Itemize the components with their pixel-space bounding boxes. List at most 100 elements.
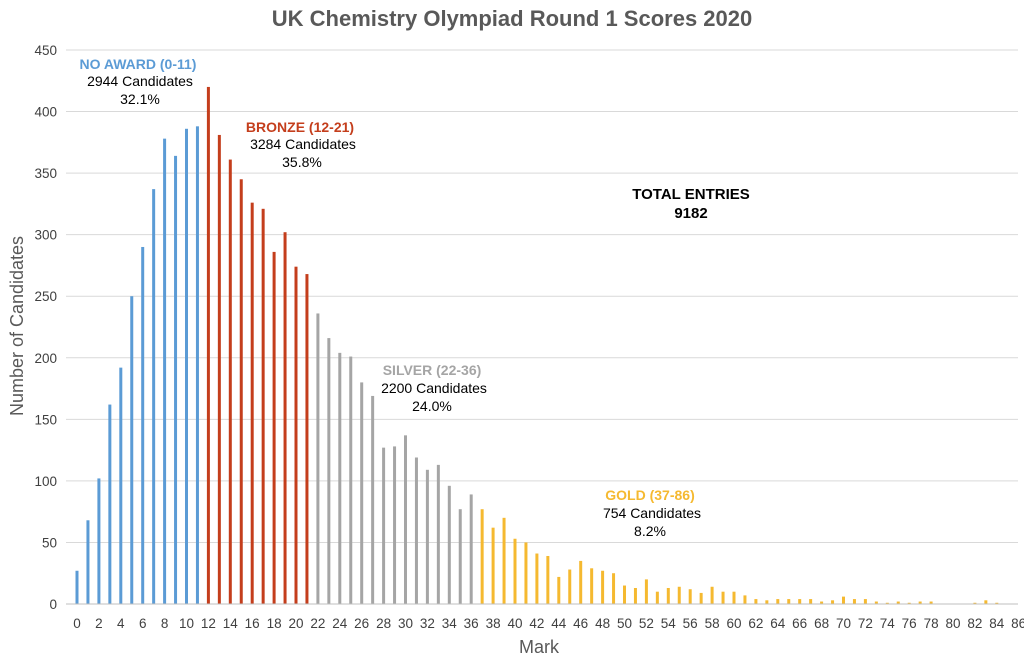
bar-mark-55: [677, 586, 681, 604]
x-axis-title: Mark: [519, 637, 560, 657]
x-tick-label: 72: [858, 616, 873, 631]
y-tick-label: 300: [34, 228, 57, 243]
bar-mark-17: [261, 208, 265, 604]
gridlines: [66, 49, 1018, 543]
bar-mark-74: [885, 602, 889, 604]
annotation-bronze: BRONZE (12-21) 3284 Candidates 35.8%: [246, 119, 356, 170]
y-tick-label: 100: [34, 474, 57, 489]
x-tick-label: 78: [924, 616, 939, 631]
x-tick-label: 50: [617, 616, 632, 631]
x-tick-label: 54: [661, 616, 677, 631]
bar-mark-19: [283, 232, 287, 604]
x-tick-label: 86: [1011, 616, 1024, 631]
chart-title: UK Chemistry Olympiad Round 1 Scores 202…: [272, 6, 753, 31]
x-tick-label: 74: [880, 616, 896, 631]
bar-mark-62: [754, 599, 758, 604]
bar-mark-33: [436, 464, 440, 604]
bar-mark-59: [721, 591, 725, 604]
bar-mark-9: [174, 155, 178, 604]
bar-mark-23: [327, 338, 331, 604]
total-entries-label: TOTAL ENTRIES: [632, 186, 750, 203]
y-tick-label: 0: [49, 597, 57, 612]
x-tick-label: 14: [223, 616, 239, 631]
bar-mark-20: [294, 266, 298, 604]
bar-mark-25: [349, 356, 353, 604]
x-tick-label: 12: [201, 616, 216, 631]
bar-mark-43: [546, 555, 550, 604]
x-tick-label: 6: [139, 616, 147, 631]
bar-mark-47: [590, 568, 594, 604]
bar-mark-75: [896, 601, 900, 604]
x-tick-label: 66: [792, 616, 807, 631]
bar-mark-42: [535, 553, 539, 604]
x-tick-label: 16: [245, 616, 260, 631]
x-tick-label: 28: [376, 616, 391, 631]
x-tick-label: 68: [814, 616, 829, 631]
x-tick-label: 22: [310, 616, 325, 631]
x-tick-label: 0: [73, 616, 81, 631]
bar-mark-5: [130, 296, 134, 604]
bar-mark-4: [119, 367, 123, 604]
bar-mark-66: [798, 599, 802, 604]
bar-mark-2: [97, 478, 101, 604]
annotation-gold-title: GOLD (37-86): [605, 487, 694, 503]
bar-mark-35: [458, 509, 462, 604]
annotation-bronze-percent: 35.8%: [282, 154, 322, 170]
bar-mark-64: [776, 599, 780, 604]
annotation-silver-percent: 24.0%: [412, 398, 452, 414]
bar-mark-60: [732, 591, 736, 604]
bar-mark-41: [524, 542, 528, 604]
x-tick-label: 10: [179, 616, 194, 631]
bar-mark-54: [666, 587, 670, 604]
bar-mark-8: [163, 138, 167, 604]
x-tick-label: 52: [639, 616, 654, 631]
annotation-gold-percent: 8.2%: [634, 523, 666, 539]
bar-mark-40: [513, 538, 517, 604]
bar-mark-7: [152, 189, 156, 605]
bar-mark-26: [360, 382, 364, 604]
total-entries: TOTAL ENTRIES 9182: [632, 186, 750, 222]
bar-mark-3: [108, 404, 112, 604]
annotation-silver-title: SILVER (22-36): [383, 362, 482, 378]
bar-mark-15: [239, 179, 243, 604]
y-axis-title: Number of Candidates: [7, 236, 27, 416]
annotation-bronze-candidates: 3284 Candidates: [250, 136, 356, 152]
bar-mark-13: [217, 134, 221, 605]
x-tick-label: 32: [420, 616, 435, 631]
total-entries-value: 9182: [674, 205, 707, 222]
bar-mark-32: [425, 469, 429, 604]
bar-mark-11: [195, 126, 199, 604]
bar-mark-73: [874, 601, 878, 604]
bar-mark-12: [206, 86, 210, 604]
bar-mark-16: [250, 202, 254, 604]
x-tick-label: 80: [945, 616, 960, 631]
bar-mark-10: [185, 128, 188, 604]
bar-mark-69: [831, 600, 835, 604]
bar-mark-78: [929, 601, 933, 604]
x-tick-label: 26: [354, 616, 369, 631]
annotation-gold: GOLD (37-86) 754 Candidates 8.2%: [603, 487, 701, 539]
bar-mark-67: [809, 599, 813, 604]
annotation-no-award-candidates: 2944 Candidates: [87, 73, 193, 89]
y-tick-label: 150: [34, 412, 57, 427]
y-tick-label: 250: [34, 289, 57, 304]
bar-mark-22: [316, 313, 320, 604]
bar-mark-27: [371, 395, 375, 604]
bar-mark-83: [984, 600, 988, 604]
bar-mark-1: [86, 520, 90, 604]
bar-mark-28: [382, 447, 386, 604]
x-tick-label: 40: [507, 616, 522, 631]
x-tick-label: 24: [332, 616, 348, 631]
x-tick-label: 82: [967, 616, 982, 631]
x-axis-ticks: 0 2 4 6 8 10 12 14 16 18 20 22 24 26 28 30 32 34 36 38 40 42 4…: [73, 616, 1024, 631]
bar-mark-71: [852, 599, 856, 604]
annotation-gold-candidates: 754 Candidates: [603, 505, 701, 521]
bar-mark-51: [633, 587, 637, 604]
x-tick-label: 46: [573, 616, 588, 631]
x-tick-label: 62: [748, 616, 763, 631]
y-tick-label: 450: [34, 43, 57, 58]
bar-mark-38: [491, 527, 495, 604]
x-tick-label: 44: [551, 616, 567, 631]
x-tick-label: 56: [683, 616, 698, 631]
x-tick-label: 42: [529, 616, 544, 631]
